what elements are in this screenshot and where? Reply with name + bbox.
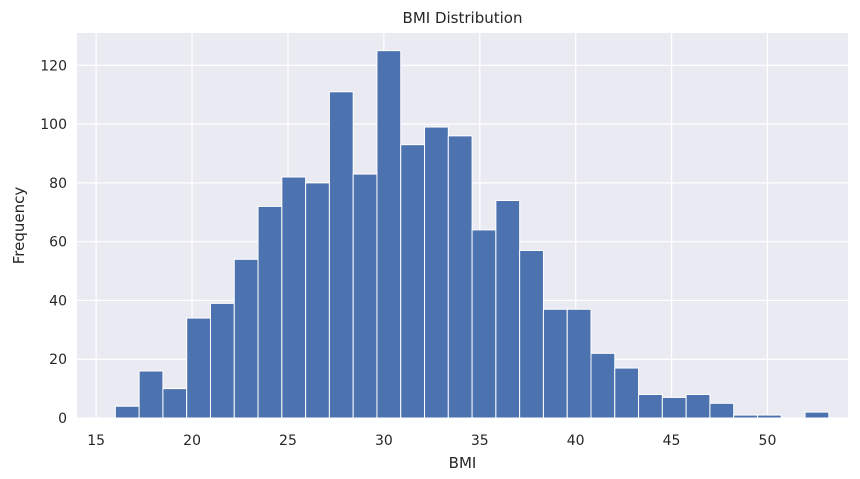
- x-tick-label: 20: [183, 433, 201, 449]
- y-axis-label: Frequency: [10, 187, 28, 265]
- histogram-bar: [400, 144, 426, 419]
- histogram-bar: [424, 126, 449, 419]
- histogram-bar: [804, 411, 830, 419]
- y-tick-label: 120: [40, 58, 67, 74]
- y-tick-label: 0: [58, 411, 67, 427]
- histogram-bar: [614, 367, 640, 419]
- x-tick-label: 40: [567, 433, 585, 449]
- histogram-bar: [495, 200, 521, 419]
- histogram-bar: [519, 249, 544, 419]
- histogram-bar: [685, 393, 711, 419]
- x-tick-label: 45: [663, 433, 681, 449]
- histogram-bar: [328, 91, 354, 419]
- histogram-bar: [281, 176, 307, 419]
- histogram-bar: [661, 396, 687, 419]
- histogram-bar: [352, 173, 378, 419]
- x-axis-label: BMI: [449, 454, 477, 472]
- histogram-bar: [114, 405, 140, 419]
- y-tick-label: 20: [49, 352, 67, 368]
- histogram-bar: [162, 388, 188, 419]
- histogram-bar: [447, 135, 473, 419]
- x-tick-label: 30: [375, 433, 393, 449]
- histogram-bar: [209, 302, 235, 419]
- y-tick-label: 60: [49, 235, 67, 251]
- histogram-bar: [376, 50, 402, 419]
- x-tick-label: 35: [471, 433, 489, 449]
- histogram-bar: [471, 229, 497, 419]
- histogram-bar: [733, 414, 758, 419]
- histogram-bar: [138, 370, 164, 419]
- x-tick-label: 15: [87, 433, 105, 449]
- y-tick-label: 100: [40, 117, 67, 133]
- histogram-bar: [257, 205, 283, 419]
- histogram-bar: [233, 258, 259, 419]
- y-tick-label: 80: [49, 176, 67, 192]
- histogram-bar: [305, 182, 330, 419]
- y-tick-labels: 0 20 40 60 80 100 120: [40, 58, 67, 427]
- histogram-bar: [638, 393, 663, 419]
- histogram-bar: [186, 317, 211, 419]
- chart-title: BMI Distribution: [403, 9, 523, 27]
- bars: [114, 50, 830, 419]
- histogram-bar: [590, 352, 616, 419]
- x-tick-label: 50: [759, 433, 777, 449]
- y-tick-label: 40: [49, 293, 67, 309]
- x-tick-label: 25: [279, 433, 297, 449]
- x-tick-labels: 15 20 25 30 35 40 45 50: [87, 433, 776, 449]
- histogram-bar: [542, 308, 568, 419]
- histogram-bar: [709, 402, 735, 419]
- histogram-bar: [566, 308, 592, 419]
- histogram-bar: [756, 414, 782, 419]
